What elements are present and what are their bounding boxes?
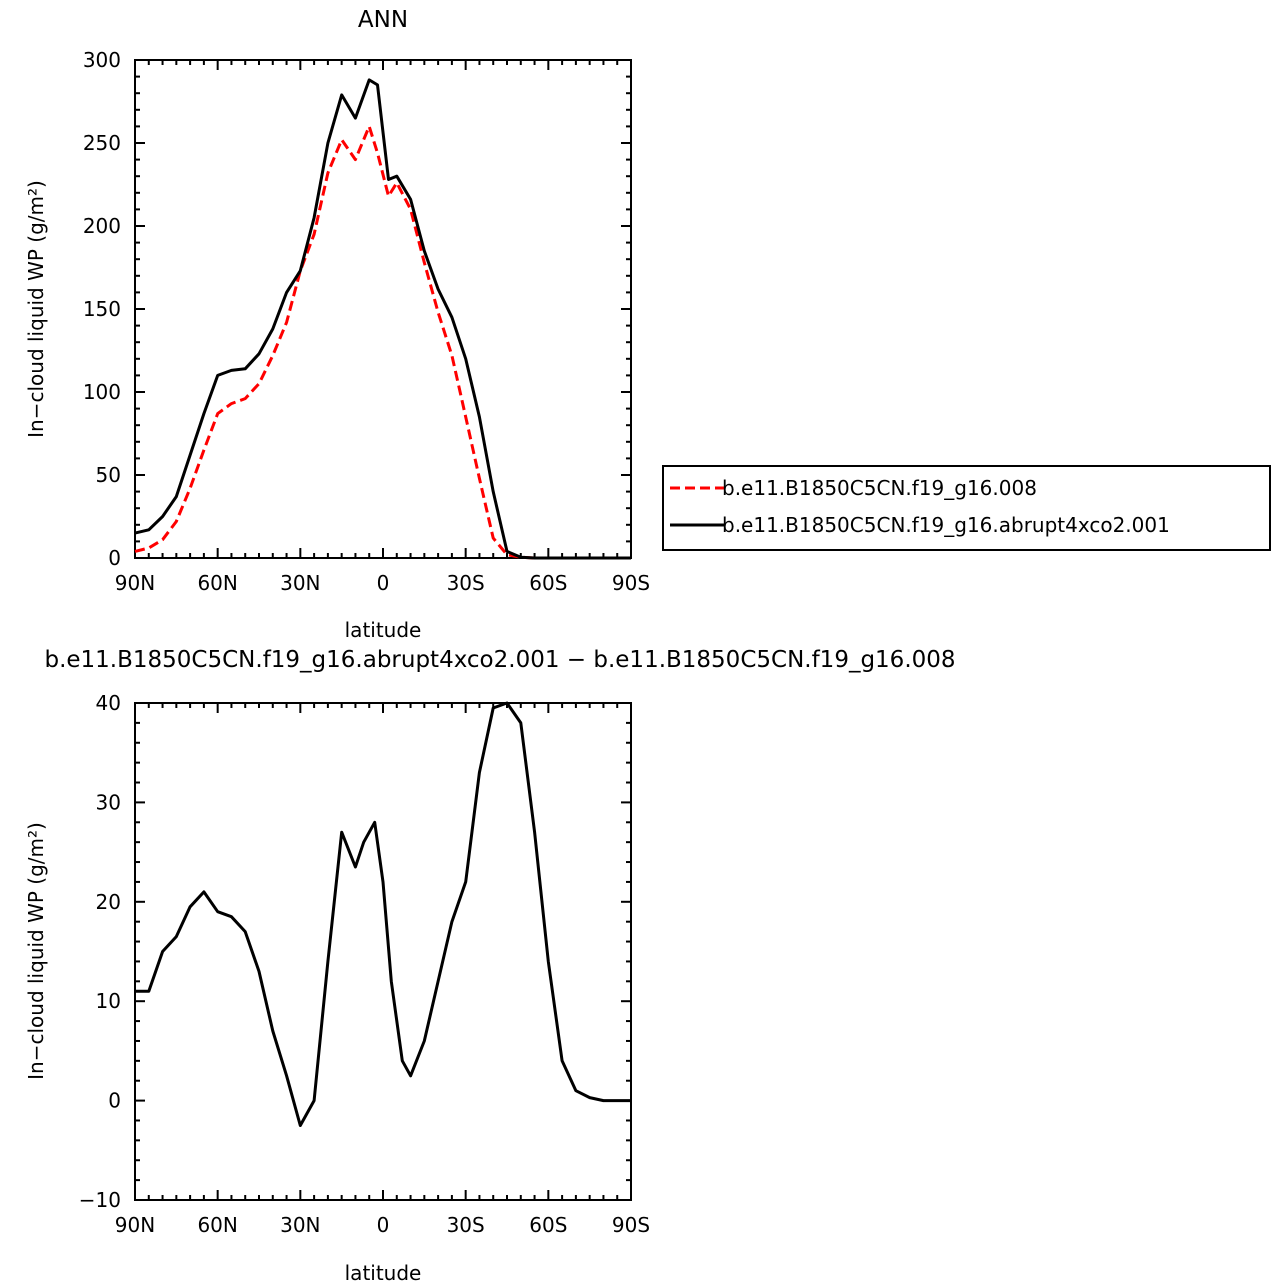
bottom-y-tick-label: 10 (96, 989, 121, 1013)
bottom-ticks: 90N 60N 30N 0 30S 60S 90S −10 0 10 20 30 40 (79, 691, 650, 1237)
top-y-tick-label: 150 (83, 297, 121, 321)
bottom-plot-frame (134, 702, 632, 1201)
top-x-tick-label: 60N (197, 571, 237, 595)
bottom-series-lines (135, 701, 631, 1127)
top-y-tick-label: 300 (83, 48, 121, 72)
top-x-tick-label: 90S (612, 571, 650, 595)
bottom-y-tick-label: −10 (79, 1188, 121, 1212)
top-x-tick-label: 90N (115, 571, 155, 595)
bottom-chart-title: b.e11.B1850C5CN.f19_g16.abrupt4xco2.001 … (44, 647, 955, 673)
bottom-series-line-0 (135, 701, 631, 1127)
top-series-line-1 (134, 78, 631, 560)
top-panel: ANN 90N 60N 30N 0 30S 60S 90S 0 50 100 150 200 250 30… (24, 7, 650, 642)
bottom-x-tick-label: 90S (612, 1213, 650, 1237)
bottom-x-tick-label: 0 (377, 1213, 390, 1237)
legend-label-abrupt4xco2: b.e11.B1850C5CN.f19_g16.abrupt4xco2.001 (722, 513, 1170, 537)
top-ticks: 90N 60N 30N 0 30S 60S 90S 0 50 100 150 200 250 300 (83, 48, 650, 595)
bottom-y-tick-label: 30 (96, 790, 121, 814)
top-series-line-0 (134, 124, 631, 560)
bottom-x-tick-label: 90N (115, 1213, 155, 1237)
bottom-x-tick-label: 30N (280, 1213, 320, 1237)
top-chart-title: ANN (358, 7, 408, 33)
bottom-y-tick-label: 40 (96, 691, 121, 715)
legend-box (662, 465, 1271, 551)
bottom-y-tick-label: 0 (108, 1089, 121, 1113)
top-y-tick-label: 200 (83, 214, 121, 238)
legend: b.e11.B1850C5CN.f19_g16.008 b.e11.B1850C… (662, 465, 1271, 551)
bottom-x-tick-label: 60N (197, 1213, 237, 1237)
bottom-y-tick-label: 20 (96, 890, 121, 914)
top-y-axis-label: In−cloud liquid WP (g/m²) (24, 180, 48, 438)
bottom-x-tick-label: 60S (529, 1213, 567, 1237)
top-x-tick-label: 30N (280, 571, 320, 595)
top-x-tick-label: 60S (529, 571, 567, 595)
top-x-tick-label: 30S (447, 571, 485, 595)
bottom-x-axis-label: latitude (345, 1261, 422, 1285)
top-y-tick-label: 0 (108, 546, 121, 570)
top-y-tick-label: 250 (83, 131, 121, 155)
top-series-lines (134, 78, 631, 560)
top-x-axis-label: latitude (345, 618, 422, 642)
legend-label-control: b.e11.B1850C5CN.f19_g16.008 (722, 476, 1037, 500)
top-y-tick-label: 50 (96, 463, 121, 487)
bottom-y-axis-label: In−cloud liquid WP (g/m²) (24, 822, 48, 1080)
top-y-tick-label: 100 (83, 380, 121, 404)
top-x-tick-label: 0 (377, 571, 390, 595)
bottom-x-tick-label: 30S (447, 1213, 485, 1237)
bottom-panel: b.e11.B1850C5CN.f19_g16.abrupt4xco2.001 … (24, 647, 956, 1285)
